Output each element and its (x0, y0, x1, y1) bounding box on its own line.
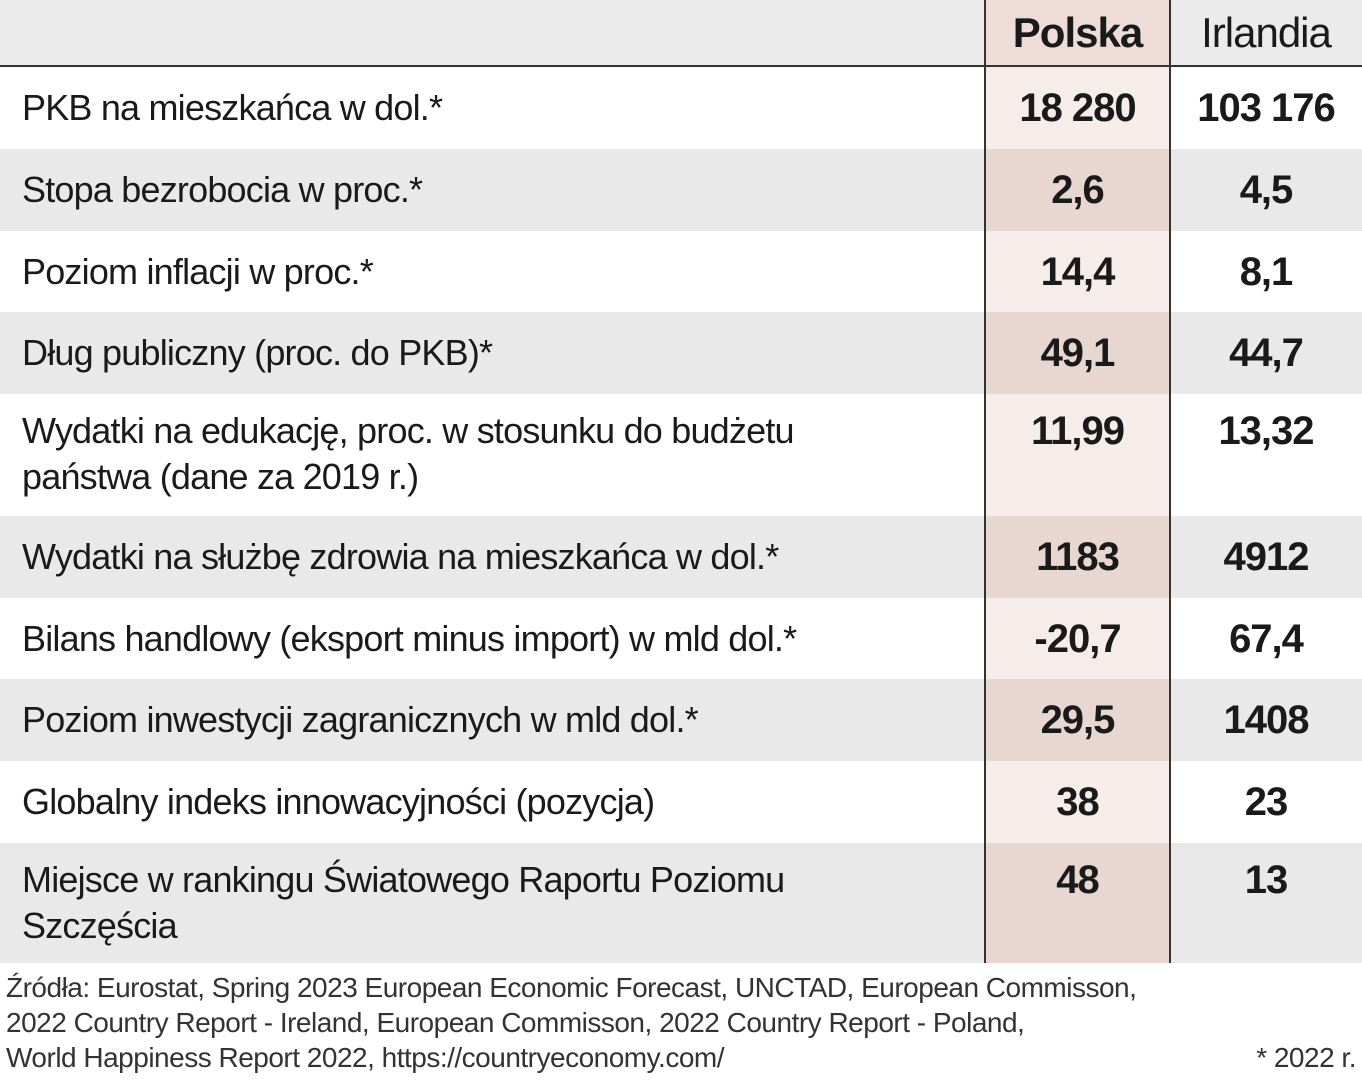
value-cell: 2,6 (1051, 168, 1105, 212)
row-label: Poziom inflacji w proc.* (22, 250, 374, 292)
highlight-cell (985, 761, 1170, 843)
highlight-cell (985, 312, 1170, 394)
row-label: Wydatki na edukację, proc. w stosunku do… (22, 410, 795, 497)
column-header: Polska (1012, 9, 1143, 56)
value-cell: 13 (1244, 858, 1289, 902)
row-label: Stopa bezrobocia w proc.* (22, 169, 423, 210)
value-cell: 11,99 (1031, 409, 1125, 453)
value-cell: 23 (1244, 780, 1289, 824)
value-cell: 18 280 (1019, 86, 1136, 130)
source-line: World Happiness Report 2022, https://cou… (6, 1042, 725, 1073)
value-cell: 29,5 (1040, 698, 1116, 742)
highlight-cell (985, 679, 1170, 761)
footnote: * 2022 r. (1256, 1042, 1356, 1073)
value-cell: 38 (1056, 780, 1100, 824)
value-cell: 44,7 (1229, 331, 1304, 375)
header-rule (0, 65, 1362, 67)
value-cell: -20,7 (1034, 616, 1121, 661)
row-label: Wydatki na służbę zdrowia na mieszkańca … (22, 536, 779, 577)
value-cell: 1408 (1223, 698, 1310, 742)
value-cell: 8,1 (1239, 249, 1294, 294)
header-highlight (985, 0, 1170, 66)
value-cell: 1183 (1036, 535, 1120, 579)
row-label: Bilans handlowy (eksport minus import) w… (22, 617, 797, 659)
row-label: Dług publiczny (proc. do PKB)* (22, 332, 493, 373)
column-divider (984, 0, 986, 963)
value-cell: 48 (1056, 858, 1100, 902)
value-cell: 4,5 (1239, 168, 1294, 212)
highlight-cell (985, 598, 1170, 679)
value-cell: 103 176 (1197, 86, 1336, 130)
row-label: PKB na mieszkańca w dol.* (22, 87, 443, 128)
highlight-cell (985, 231, 1170, 312)
highlight-cell (985, 67, 1170, 149)
column-header: Irlandia (1201, 9, 1332, 56)
row-label: Miejsce w rankingu Światowego Raportu Po… (22, 859, 785, 946)
value-cell: 4912 (1223, 535, 1310, 579)
highlight-cell (985, 516, 1170, 598)
value-cell: 13,32 (1218, 409, 1314, 453)
highlight-cell (985, 394, 1170, 516)
column-divider (1169, 0, 1171, 963)
value-cell: 14,4 (1040, 249, 1116, 294)
source-line: Źródła: Eurostat, Spring 2023 European E… (6, 972, 1137, 1003)
row-label: Poziom inwestycji zagranicznych w mld do… (22, 699, 699, 740)
row-label: Globalny indeks innowacyjności (pozycja) (22, 781, 655, 822)
source-line: 2022 Country Report - Ireland, European … (6, 1007, 1025, 1038)
value-cell: 67,4 (1229, 616, 1304, 661)
highlight-cell (985, 149, 1170, 231)
value-cell: 49,1 (1040, 331, 1116, 375)
highlight-cell (985, 843, 1170, 963)
